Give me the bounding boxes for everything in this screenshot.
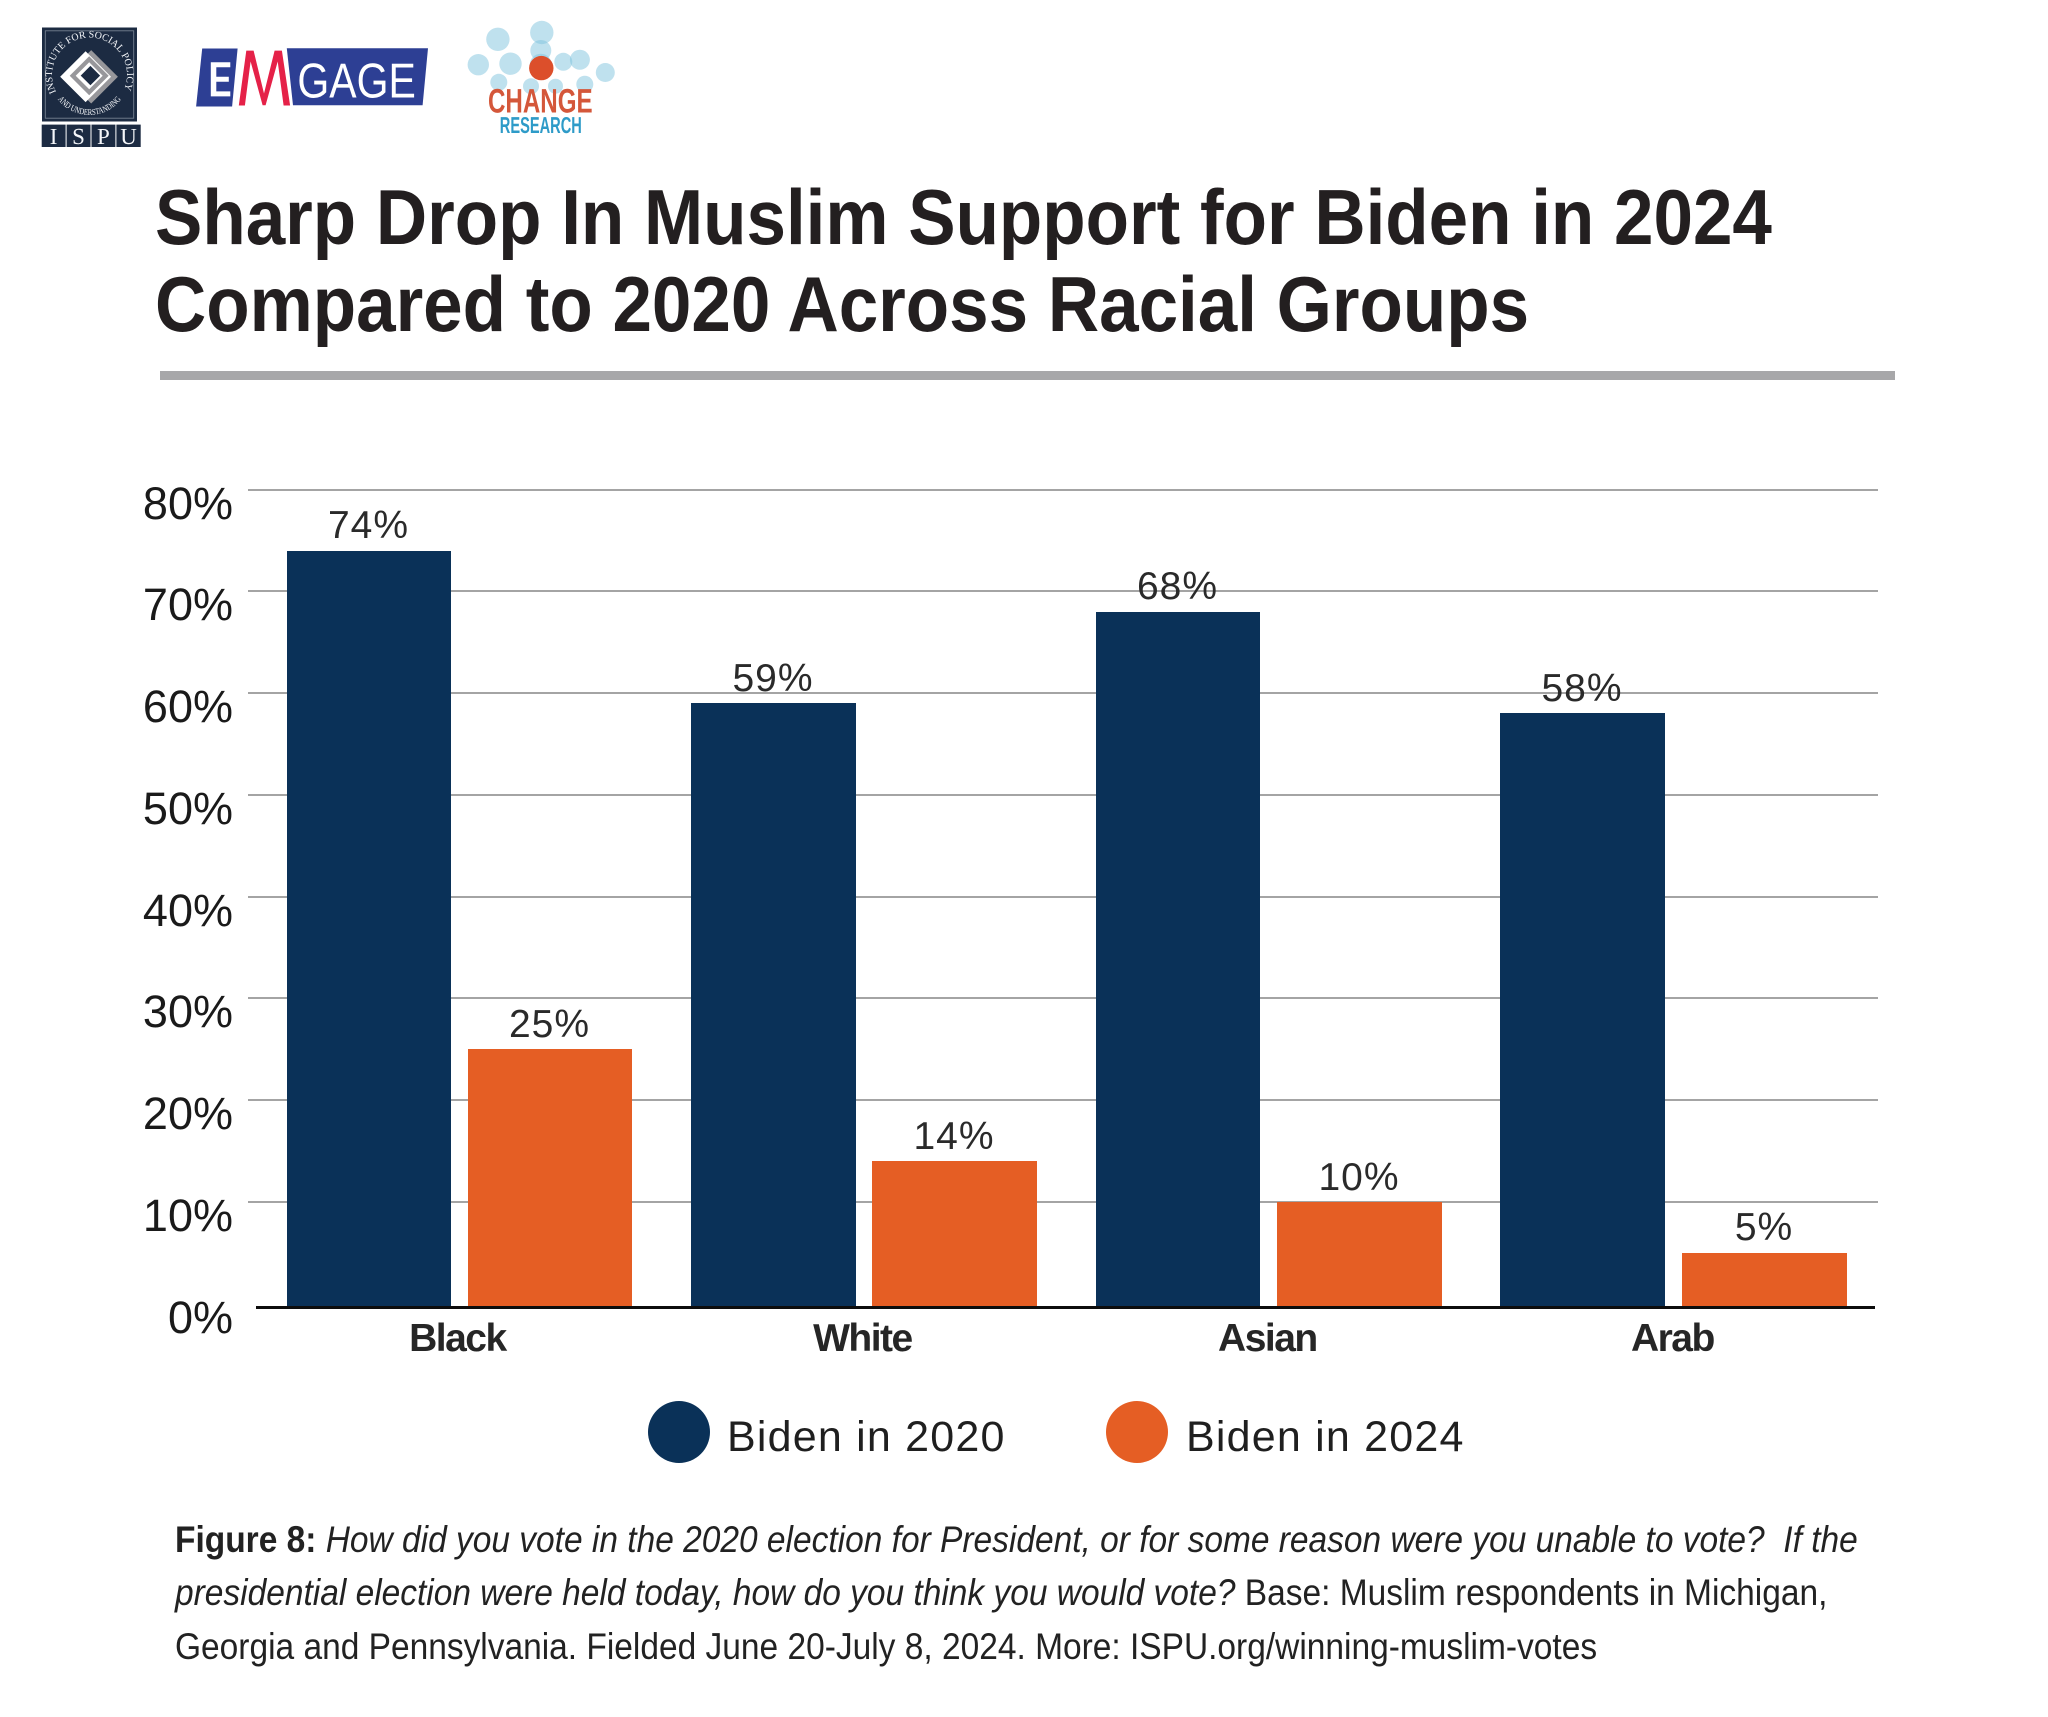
svg-text:P: P: [97, 124, 110, 148]
svg-text:S: S: [72, 124, 85, 148]
svg-text:RESEARCH: RESEARCH: [500, 112, 582, 138]
svg-text:CHANGE: CHANGE: [488, 83, 593, 121]
svg-text:GAGE: GAGE: [297, 55, 415, 109]
svg-text:U: U: [120, 124, 137, 148]
svg-text:I: I: [50, 124, 58, 148]
